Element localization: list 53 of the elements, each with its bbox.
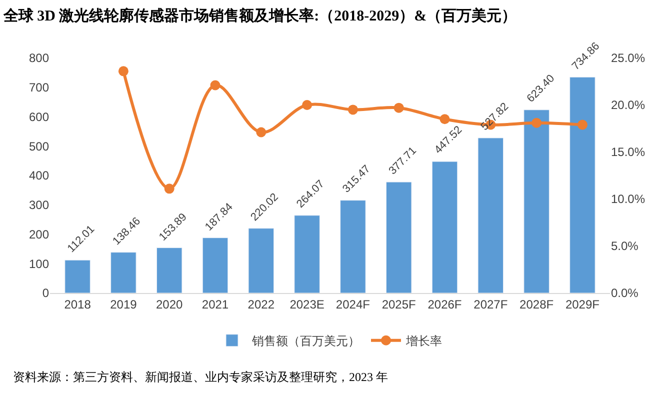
x-tick-label: 2020 xyxy=(156,297,184,312)
y-tick-label: 500 xyxy=(28,139,50,154)
point xyxy=(302,100,312,110)
x-tick-label: 2024F xyxy=(336,297,370,312)
chart-title: 全球 3D 激光线轮廓传感器市场销售额及增长率:（2018-2029）&（百万美元） xyxy=(2,6,517,24)
x-tick-label: 2021 xyxy=(202,297,229,312)
y-tick-label: 200 xyxy=(28,227,50,242)
point xyxy=(118,66,128,76)
y2-tick-label: 5.0% xyxy=(611,239,639,254)
bar xyxy=(64,260,90,293)
y-tick-label: 100 xyxy=(28,256,50,271)
x-tick-label: 2026F xyxy=(428,297,462,312)
y-tick-label: 300 xyxy=(28,198,50,212)
x-tick-label: 2019 xyxy=(110,297,138,312)
y2-tick-label: 15.0% xyxy=(611,145,646,160)
x-tick-label: 2025F xyxy=(382,297,416,312)
x-tick-label: 2029F xyxy=(565,297,600,312)
point xyxy=(577,120,588,130)
y2-tick-label: 25.0% xyxy=(611,51,646,66)
x-tick-label: 2018 xyxy=(64,297,92,312)
y-tick-label: 0 xyxy=(42,286,50,300)
x-tick-label: 2022 xyxy=(248,297,275,312)
bar xyxy=(110,252,136,293)
y-tick-label: 400 xyxy=(28,168,50,183)
point xyxy=(348,104,358,115)
point xyxy=(256,127,266,138)
text: 资料来源：第三方资料、新闻报道、业内专家采访及整理研究，2023 年 xyxy=(13,370,388,384)
y2-tick-label: 10.0% xyxy=(611,192,646,206)
bar xyxy=(248,228,274,293)
bar xyxy=(570,76,596,293)
legend-label: 增长率 xyxy=(405,334,442,348)
y2-tick-label: 0.0% xyxy=(611,286,639,300)
y2-tick-label: 20.0% xyxy=(611,98,646,112)
bar xyxy=(156,248,182,293)
point xyxy=(210,80,220,90)
bar xyxy=(294,215,320,293)
bar xyxy=(524,110,550,293)
bar xyxy=(386,182,412,293)
y-tick-label: 700 xyxy=(28,80,50,95)
point xyxy=(164,184,174,194)
bar xyxy=(478,138,504,293)
x-tick-label: 2028F xyxy=(520,297,554,312)
point xyxy=(440,114,450,124)
point xyxy=(394,102,404,113)
legend-label: 销售额（百万美元） xyxy=(251,334,360,348)
y-tick-label: 800 xyxy=(28,51,50,66)
x-tick-label: 2027F xyxy=(474,297,508,312)
bar xyxy=(432,161,458,293)
x-tick-label: 2023E xyxy=(290,297,324,312)
point xyxy=(532,118,542,128)
bar xyxy=(340,200,366,293)
bar xyxy=(202,238,228,293)
y-tick-label: 600 xyxy=(28,110,50,124)
